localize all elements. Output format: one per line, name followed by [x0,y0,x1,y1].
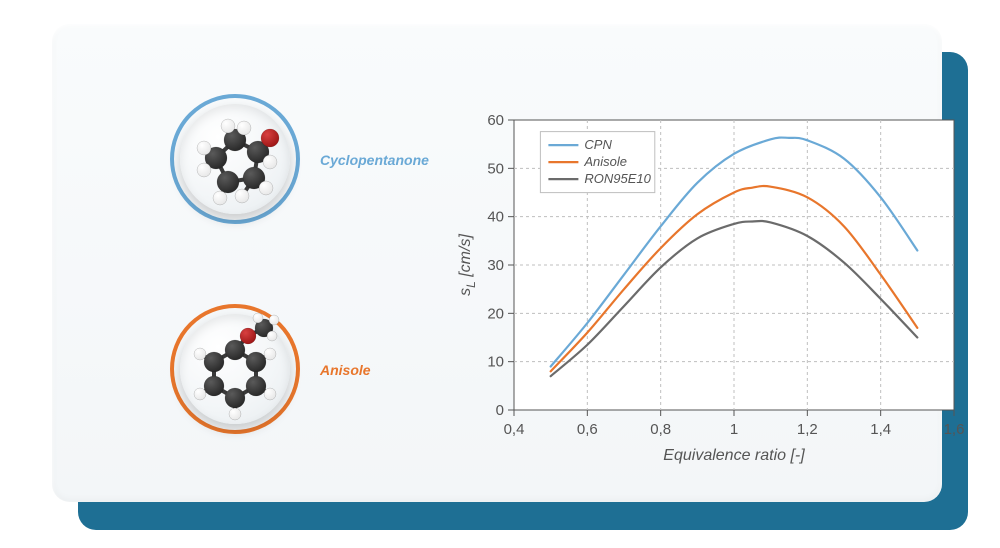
x-axis-label: Equivalence ratio [-] [663,447,805,464]
chart-svg: 0,4 0,6 0,8 1 1,2 1,4 1,6 0 10 20 30 40 50 60 Equivale… [452,106,972,466]
molecule-label-cyclopentanone: Cyclopentanone [320,152,429,168]
tick-label-y: 0 [496,402,504,419]
y-axis-label: sL [cm/s] [457,234,478,296]
content-card: CyclopentanoneAnisole 0,40,60,811,21,41,… [52,24,942,502]
tick-label-x: 1,6 [944,421,965,438]
legend-label: RON95E10 [584,171,651,186]
tick-label-y: 60 [487,112,504,129]
tick-label-y: 20 [487,305,504,322]
molecule-icon [170,304,300,434]
legend-label: CPN [584,137,612,152]
molecule-icon [170,94,300,224]
tick-label-x: 0,4 [504,421,525,438]
flame-speed-chart: 0,4 0,6 0,8 1 1,2 1,4 1,6 0 10 20 30 40 50 60 Equivale… [452,106,972,466]
stage: Cyclopentanone Anisole 0,4 0,6 0,8 1 1,2 1,4 1,… [0,0,1000,548]
tick-label-y: 10 [487,354,504,371]
tick-label-x: 1,4 [870,421,891,438]
tick-label-x: 0,8 [650,421,671,438]
tick-label-x: 0,6 [577,421,598,438]
tick-label-x: 1 [730,421,738,438]
legend-label: Anisole [583,154,627,169]
tick-label-y: 50 [487,160,504,177]
molecule-badge-cyclopentanone [170,94,300,224]
molecule-label-anisole: Anisole [320,362,371,378]
tick-label-x: 1,2 [797,421,818,438]
tick-label-y: 40 [487,209,504,226]
tick-label-y: 30 [487,257,504,274]
molecule-badge-anisole [170,304,300,434]
